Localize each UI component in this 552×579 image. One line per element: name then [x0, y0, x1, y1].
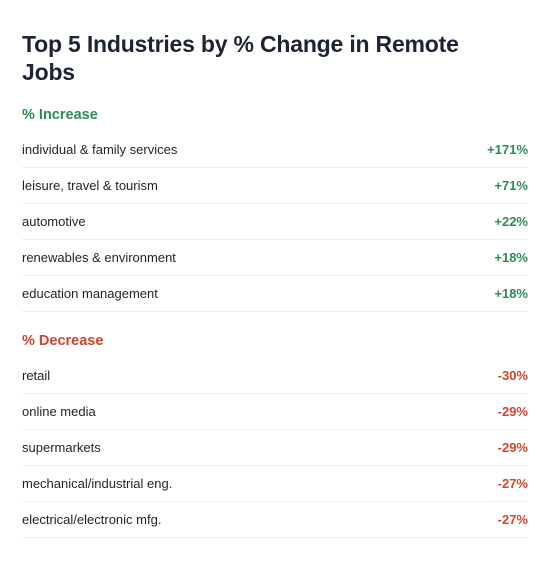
increase-list: individual & family services +171% leisure…: [22, 132, 528, 312]
industry-label: supermarkets: [22, 440, 101, 455]
table-row: renewables & environment +18%: [22, 240, 528, 276]
decrease-heading: % Decrease: [22, 333, 104, 349]
industry-label: education management: [22, 286, 158, 301]
table-row: leisure, travel & tourism +71%: [22, 168, 528, 204]
table-row: online media -29%: [22, 394, 528, 430]
industry-label: automotive: [22, 214, 86, 229]
percent-change-value: +18%: [494, 250, 528, 265]
table-row: electrical/electronic mfg. -27%: [22, 502, 528, 538]
industry-label: individual & family services: [22, 142, 178, 157]
industry-label: electrical/electronic mfg.: [22, 512, 162, 527]
industry-label: online media: [22, 404, 96, 419]
percent-change-value: +18%: [494, 286, 528, 301]
industry-label: mechanical/industrial eng.: [22, 476, 173, 491]
industry-label: retail: [22, 368, 51, 383]
chart-title: Top 5 Industries by % Change in Remote J…: [22, 31, 459, 85]
percent-change-value: +71%: [494, 178, 528, 193]
industry-change-card: Top 5 Industries by % Change in Remote J…: [22, 31, 528, 538]
table-row: education management +18%: [22, 276, 528, 312]
industry-label: leisure, travel & tourism: [22, 178, 158, 193]
table-row: individual & family services +171%: [22, 132, 528, 168]
table-row: supermarkets -29%: [22, 430, 528, 466]
percent-change-value: -29%: [497, 440, 528, 455]
table-row: retail -30%: [22, 358, 528, 394]
percent-change-value: -30%: [497, 368, 528, 383]
table-row: mechanical/industrial eng. -27%: [22, 466, 528, 502]
percent-change-value: -27%: [497, 476, 528, 491]
percent-change-value: -29%: [497, 404, 528, 419]
industry-label: renewables & environment: [22, 250, 176, 265]
percent-change-value: +171%: [487, 142, 528, 157]
table-row: automotive +22%: [22, 204, 528, 240]
percent-change-value: -27%: [497, 512, 528, 527]
decrease-list: retail -30% online media -29% supermarkets -2…: [22, 358, 528, 538]
percent-change-value: +22%: [494, 214, 528, 229]
increase-heading: % Increase: [22, 107, 98, 123]
